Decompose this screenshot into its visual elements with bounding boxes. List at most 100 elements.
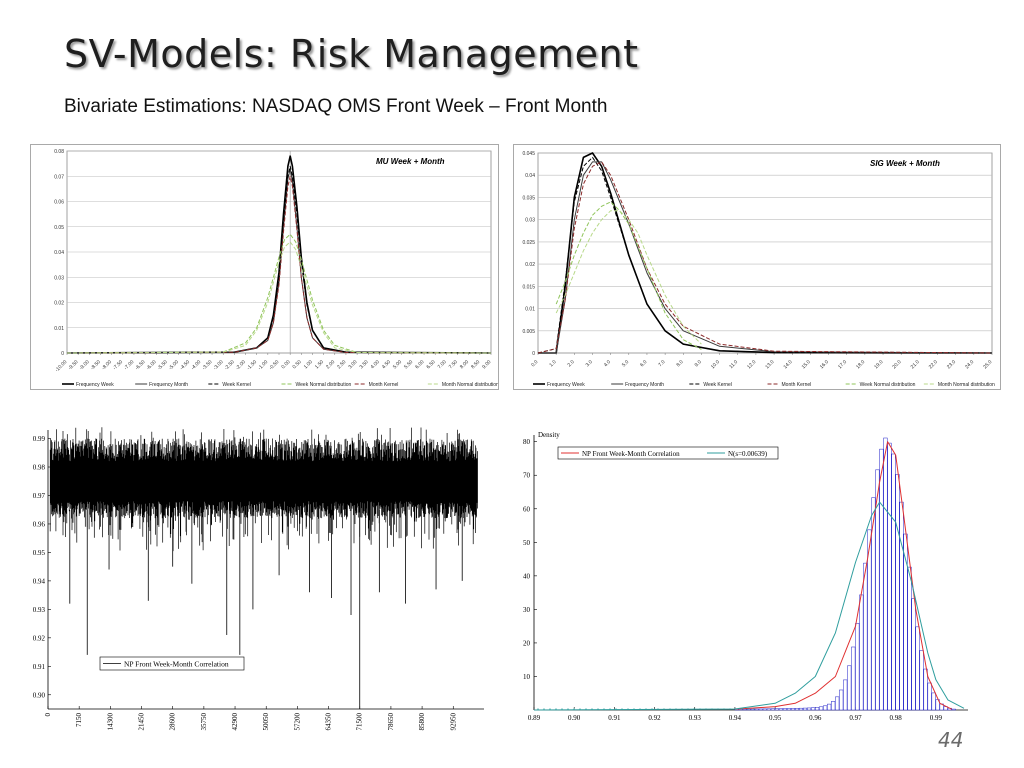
y-tick-label: 0.05 [54, 225, 64, 231]
baseline-dot [585, 708, 587, 710]
histogram-bar [887, 442, 892, 711]
legend-label: NP Front Week-Month Correlation [124, 660, 229, 669]
baseline-dot [609, 708, 611, 710]
x-tick-label: 57200 [293, 713, 301, 731]
x-tick-label: 0.98 [890, 714, 903, 722]
histogram-bar [815, 707, 820, 711]
x-tick-label: 7.00 [437, 359, 448, 370]
baseline-dot [747, 708, 749, 710]
histogram-bar [907, 566, 912, 711]
y-tick-label: 0.91 [33, 663, 46, 671]
slide-title: SV-Models: Risk Management [64, 32, 639, 76]
y-tick-label: 0 [61, 351, 64, 357]
x-tick-label: -8.50 [90, 359, 102, 371]
baseline-dot [741, 708, 743, 710]
baseline-dot [753, 708, 755, 710]
x-tick-label: 4.00 [370, 359, 381, 370]
baseline-dot [597, 708, 599, 710]
y-tick-label: 80 [523, 438, 531, 446]
histogram-bar [758, 708, 763, 711]
histogram-bar [919, 650, 924, 711]
chart-title: MU Week + Month [376, 157, 445, 166]
legend-label: Frequency Month [149, 382, 188, 388]
legend-label: Week Kernel [703, 382, 732, 388]
x-tick-label: 10.0 [710, 359, 721, 370]
x-tick-label: 8.50 [470, 359, 481, 370]
legend-box [99, 656, 245, 671]
y-tick-label: 60 [523, 505, 531, 513]
mu-week-month-chart: 00.010.020.030.040.050.060.070.08-10.00-… [54, 149, 498, 388]
baseline-dot [573, 708, 575, 710]
y-tick-label: 0.045 [522, 151, 535, 157]
x-tick-label: -4.50 [179, 359, 191, 371]
x-tick-label: 0.91 [608, 714, 621, 722]
histogram-bar [871, 497, 876, 711]
baseline-dot [675, 708, 677, 710]
histogram-bar [823, 705, 828, 711]
legend-label: N(s=0.00639) [728, 450, 768, 458]
x-tick-label: 1.0 [548, 359, 557, 368]
histogram-bar [807, 707, 812, 711]
baseline-dot [735, 708, 737, 710]
x-tick-label: 3.50 [359, 359, 370, 370]
x-tick-label: -4.00 [190, 359, 202, 371]
y-tick-label: 0.07 [54, 174, 64, 180]
x-tick-label: 23.0 [946, 359, 957, 370]
series-line-week-kernel [66, 165, 492, 354]
x-tick-label: 71500 [356, 713, 364, 731]
x-tick-label: 2.00 [325, 359, 336, 370]
histogram-bar [903, 533, 908, 711]
x-tick-label: 1.00 [303, 359, 314, 370]
baseline-dot [645, 708, 647, 710]
x-tick-label: 50050 [262, 713, 270, 731]
histogram-bar [742, 708, 747, 711]
x-tick-label: 0.99 [930, 714, 943, 722]
y-tick-label: 20 [523, 639, 531, 647]
baseline-dot [699, 708, 701, 710]
x-tick-label: 6.50 [425, 359, 436, 370]
histogram-bar [951, 708, 956, 711]
baseline-dot [687, 708, 689, 710]
legend-label: Week Normal distribution [296, 382, 352, 388]
y-tick-label: 0.99 [33, 435, 46, 443]
histogram-bar [927, 682, 932, 711]
histogram-bar [819, 706, 824, 711]
baseline-dot [579, 708, 581, 710]
x-tick-label: -3.50 [201, 359, 213, 371]
y-tick-label: 0.015 [522, 284, 535, 290]
legend-label: NP Front Week-Month Correlation [582, 450, 680, 458]
series-line-month-normal-distribution [66, 241, 492, 354]
x-tick-label: 15.0 [801, 359, 812, 370]
x-tick-label: 6.00 [414, 359, 425, 370]
histogram-bar [786, 708, 792, 711]
x-tick-label: 16.0 [819, 359, 830, 370]
x-tick-label: 28600 [169, 713, 177, 731]
x-tick-label: 7150 [75, 713, 83, 728]
histogram-bar [746, 708, 751, 711]
histogram-bar [750, 708, 755, 711]
x-tick-label: -7.00 [123, 359, 135, 371]
baseline-dot [717, 708, 719, 710]
x-tick-label: -1.50 [246, 359, 258, 371]
x-tick-label: 85800 [418, 713, 426, 731]
correlation-core [50, 461, 478, 499]
y-tick-label: 0.01 [54, 326, 64, 332]
plot-area [537, 152, 993, 354]
x-tick-label: 17.0 [837, 359, 848, 370]
series-line-month-kernel [537, 161, 993, 354]
x-tick-label: 2.0 [567, 359, 576, 368]
baseline-dot [681, 708, 683, 710]
histogram-bar [778, 708, 783, 711]
y-tick-label: 0.90 [33, 691, 46, 699]
y-tick-label: 0.03 [54, 275, 64, 281]
histogram-bar [827, 703, 832, 711]
legend-label: Frequency Week [76, 382, 114, 388]
baseline-dot [693, 708, 695, 710]
x-tick-label: 7.0 [657, 359, 666, 368]
histogram-bar [895, 474, 900, 711]
x-tick-label: -1.00 [257, 359, 269, 371]
x-tick-label: 9.00 [481, 359, 492, 370]
y-tick-label: 0.04 [54, 250, 64, 256]
histogram-bar [794, 708, 800, 711]
x-tick-label: 21450 [138, 713, 146, 731]
